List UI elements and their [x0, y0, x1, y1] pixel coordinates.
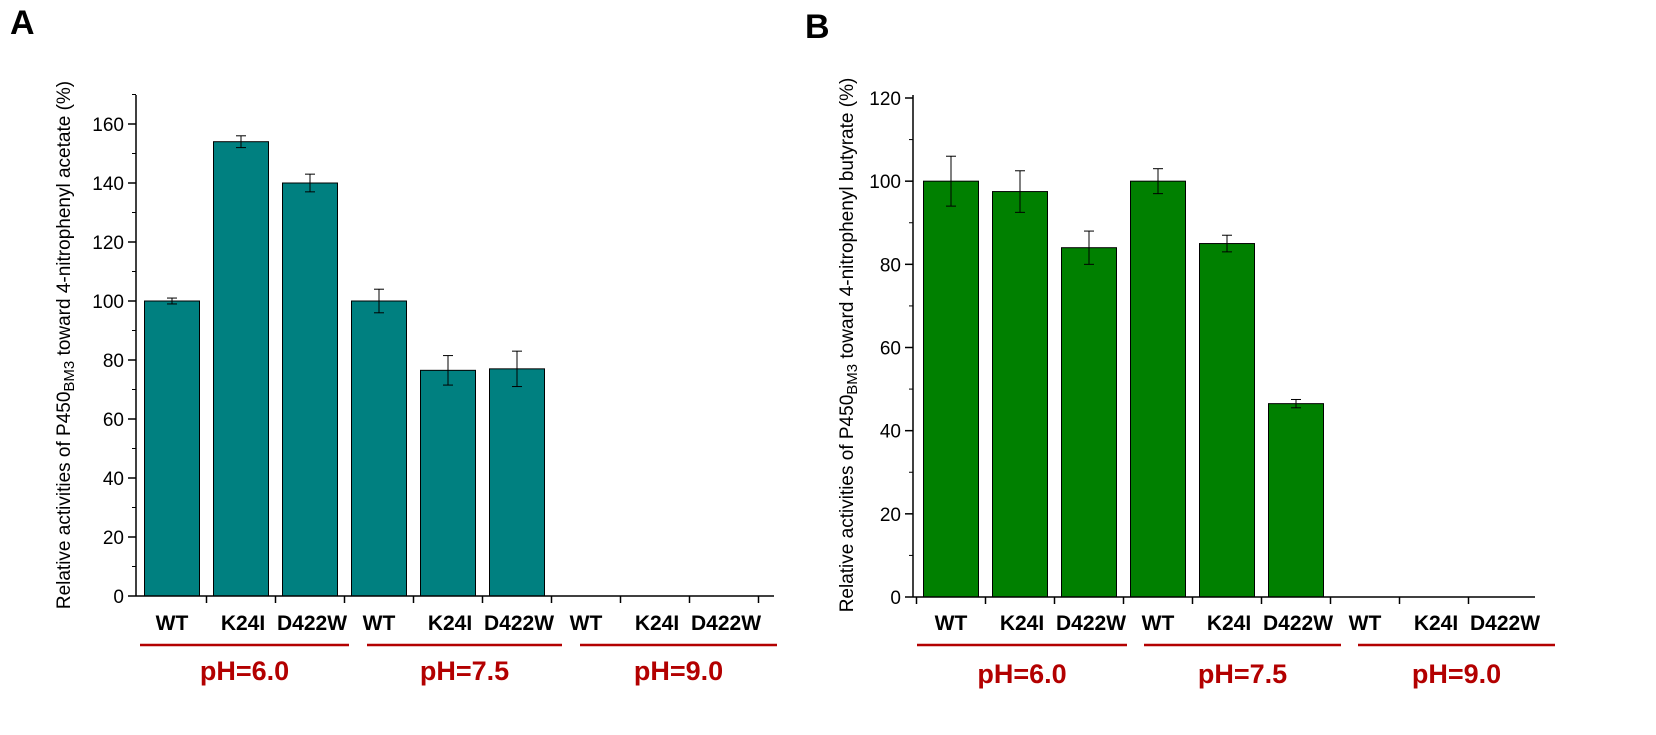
panel-b-error-bar-5: [1291, 398, 1301, 409]
panel-b-group-label-1: pH=7.5: [1198, 659, 1287, 689]
panel-a-error-bar-1: [236, 135, 246, 149]
panel-b-ytick-label-2: 40: [880, 422, 901, 443]
panel-a-bar-5: [489, 368, 545, 597]
panel-b-category-label-7: K24I: [1414, 612, 1458, 635]
panel-b-error-bar-2: [1084, 230, 1094, 265]
panel-a-ytick-label-0: 0: [113, 587, 124, 608]
panel-b-ytick-label-6: 120: [869, 89, 901, 110]
panel-b-category-label-0: WT: [935, 612, 968, 635]
panel-a-ytick-label-2: 40: [103, 469, 124, 490]
panel-a-ytick-label-5: 100: [92, 292, 124, 313]
panel-b-error-bar-1: [1015, 170, 1025, 213]
panel-b-error-bar-4: [1222, 234, 1232, 253]
panel-b-category-label-1: K24I: [1000, 612, 1044, 635]
panel-a-bar-0: [144, 300, 200, 597]
panel-b-group-label-0: pH=6.0: [977, 659, 1066, 689]
panel-b-category-label-6: WT: [1349, 612, 1382, 635]
panel-a-group-label-1: pH=7.5: [420, 656, 509, 686]
panel-a-category-label-1: K24I: [221, 612, 265, 635]
panel-a-group-label-0: pH=6.0: [200, 656, 289, 686]
panel-a-ytick-label-7: 140: [92, 174, 124, 195]
panel-a-error-bar-4: [443, 355, 453, 386]
panel-b-letter: B: [805, 8, 830, 46]
panel-a-ytick-label-4: 80: [103, 351, 124, 372]
panel-b-ytick-label-5: 100: [869, 172, 901, 193]
panel-b-ytick-label-4: 80: [880, 255, 901, 276]
panel-b-error-bar-0: [946, 155, 956, 207]
panel-b-category-label-2: D422W: [1056, 612, 1126, 635]
panel-a-category-label-8: D422W: [691, 612, 761, 635]
panel-a-error-bar-5: [512, 350, 522, 388]
panel-a-letter: A: [10, 4, 35, 42]
panel-a-ytick-label-6: 120: [92, 233, 124, 254]
panel-a-bar-1: [213, 141, 269, 597]
panel-b-category-label-8: D422W: [1470, 612, 1540, 635]
panel-b-ytick-label-1: 20: [880, 505, 901, 526]
panel-a-bar-4: [420, 369, 476, 597]
panel-a-category-label-2: D422W: [277, 612, 347, 635]
panel-a-category-label-4: K24I: [428, 612, 472, 635]
panel-a: A 0 20 40 60 80 100 120 140 160 WT K24I D422W WT K24I…: [10, 4, 777, 686]
panel-a-error-bar-2: [305, 173, 315, 193]
panel-b-category-label-5: D422W: [1263, 612, 1333, 635]
panel-b-bar-2: [1061, 247, 1117, 598]
panel-a-category-label-0: WT: [156, 612, 189, 635]
panel-b-y-axis-label: Relative activities of P450BM3 toward 4-…: [837, 78, 861, 613]
panel-b-bar-5: [1268, 403, 1324, 598]
panel-a-category-label-6: WT: [570, 612, 603, 635]
panel-b-bar-0: [923, 180, 979, 598]
panel-a-error-bar-0: [167, 297, 177, 305]
panel-b-category-label-3: WT: [1142, 612, 1175, 635]
panel-a-category-label-5: D422W: [484, 612, 554, 635]
panel-a-category-label-7: K24I: [635, 612, 679, 635]
panel-b-bar-4: [1199, 243, 1255, 598]
panel-b-group-label-2: pH=9.0: [1412, 659, 1501, 689]
panel-a-ytick-label-3: 60: [103, 410, 124, 431]
panel-a-ytick-label-1: 20: [103, 528, 124, 549]
panel-a-bar-2: [282, 182, 338, 597]
panel-b-ytick-label-0: 0: [890, 588, 901, 609]
panel-b-category-label-4: K24I: [1207, 612, 1251, 635]
panel-a-bar-3: [351, 300, 407, 597]
panel-b-bar-3: [1130, 180, 1186, 598]
panel-b-bar-1: [992, 191, 1048, 598]
panel-a-group-label-2: pH=9.0: [634, 656, 723, 686]
panel-a-y-axis-label: Relative activities of P450BM3 toward 4-…: [54, 81, 78, 609]
panel-b-error-bar-3: [1153, 168, 1163, 195]
panel-b-ytick-label-3: 60: [880, 339, 901, 360]
panel-a-category-label-3: WT: [363, 612, 396, 635]
panel-a-error-bar-3: [374, 288, 384, 314]
panel-a-ytick-label-8: 160: [92, 115, 124, 136]
panel-b: B 0 20 40 60 80 100 120 WT K24I D422W WT K24I D422W W…: [805, 8, 1555, 689]
